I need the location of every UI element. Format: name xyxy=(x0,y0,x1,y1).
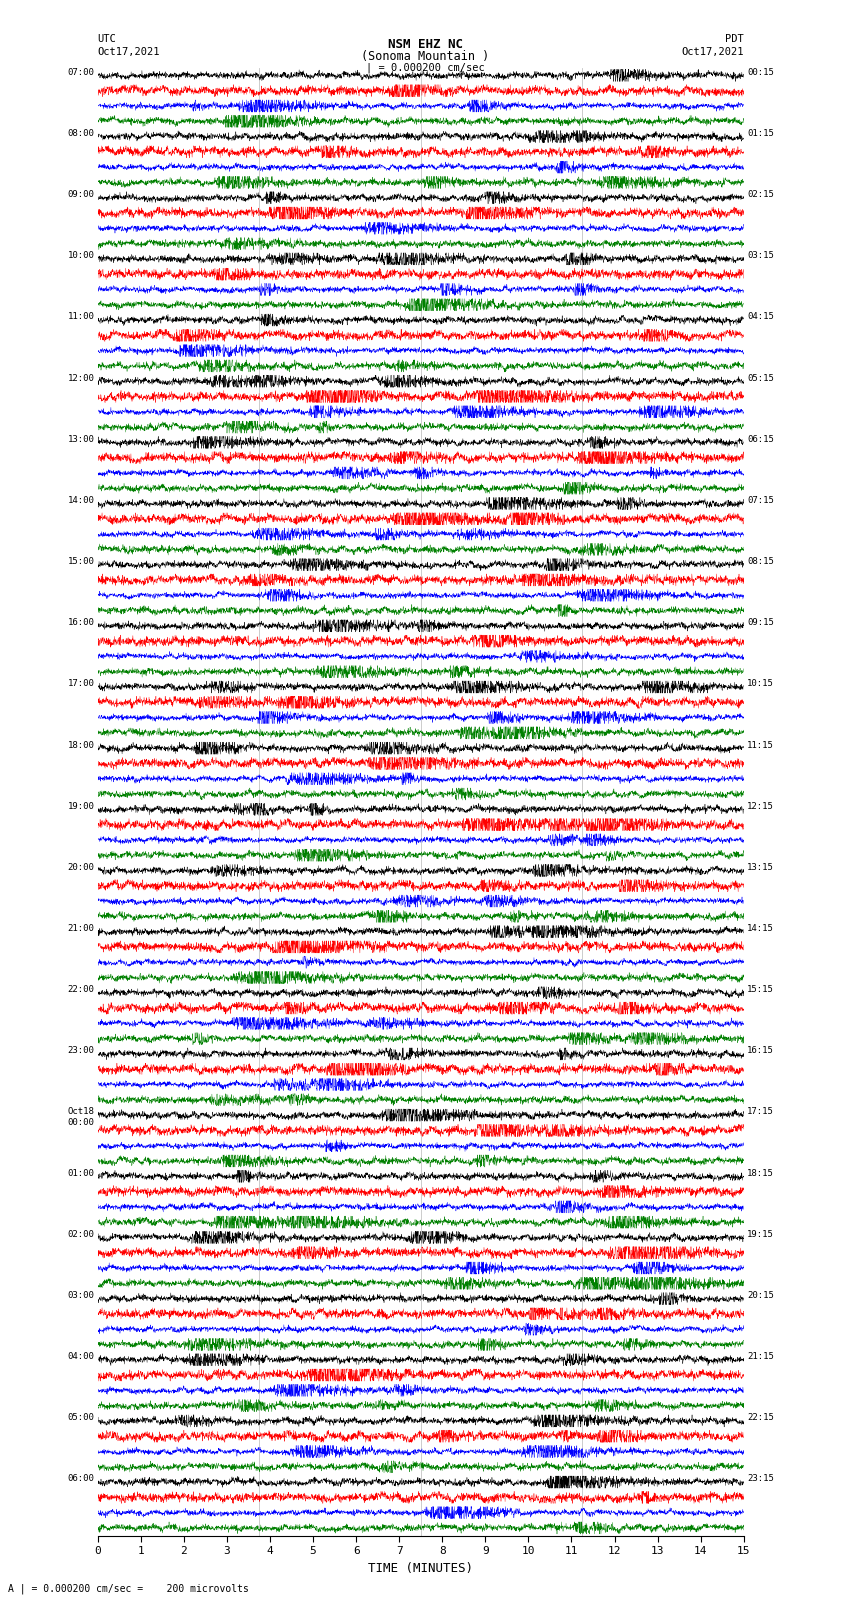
Text: 08:15: 08:15 xyxy=(747,556,774,566)
Text: 21:15: 21:15 xyxy=(747,1352,774,1361)
Text: 19:00: 19:00 xyxy=(68,802,94,811)
Text: 02:00: 02:00 xyxy=(68,1229,94,1239)
Text: 09:15: 09:15 xyxy=(747,618,774,627)
Text: 07:00: 07:00 xyxy=(68,68,94,77)
Text: | = 0.000200 cm/sec: | = 0.000200 cm/sec xyxy=(366,63,484,73)
Text: 16:15: 16:15 xyxy=(747,1047,774,1055)
Text: 16:00: 16:00 xyxy=(68,618,94,627)
Text: 02:15: 02:15 xyxy=(747,190,774,198)
Text: PDT: PDT xyxy=(725,34,744,44)
Text: 11:15: 11:15 xyxy=(747,740,774,750)
Text: 10:00: 10:00 xyxy=(68,252,94,260)
Text: 14:15: 14:15 xyxy=(747,924,774,932)
Text: 03:15: 03:15 xyxy=(747,252,774,260)
Text: 15:15: 15:15 xyxy=(747,986,774,994)
Text: 12:00: 12:00 xyxy=(68,374,94,382)
Text: NSM EHZ NC: NSM EHZ NC xyxy=(388,37,462,52)
Text: A | = 0.000200 cm/sec =    200 microvolts: A | = 0.000200 cm/sec = 200 microvolts xyxy=(8,1582,249,1594)
Text: Oct18
00:00: Oct18 00:00 xyxy=(68,1108,94,1127)
X-axis label: TIME (MINUTES): TIME (MINUTES) xyxy=(368,1561,473,1574)
Text: 08:00: 08:00 xyxy=(68,129,94,137)
Text: 20:15: 20:15 xyxy=(747,1290,774,1300)
Text: 09:00: 09:00 xyxy=(68,190,94,198)
Text: 10:15: 10:15 xyxy=(747,679,774,689)
Text: 07:15: 07:15 xyxy=(747,495,774,505)
Text: 15:00: 15:00 xyxy=(68,556,94,566)
Text: 04:00: 04:00 xyxy=(68,1352,94,1361)
Text: 23:00: 23:00 xyxy=(68,1047,94,1055)
Text: 13:15: 13:15 xyxy=(747,863,774,871)
Text: 22:00: 22:00 xyxy=(68,986,94,994)
Text: 20:00: 20:00 xyxy=(68,863,94,871)
Text: 14:00: 14:00 xyxy=(68,495,94,505)
Text: 05:00: 05:00 xyxy=(68,1413,94,1423)
Text: 05:15: 05:15 xyxy=(747,374,774,382)
Text: 18:15: 18:15 xyxy=(747,1168,774,1177)
Text: (Sonoma Mountain ): (Sonoma Mountain ) xyxy=(361,50,489,63)
Text: 06:00: 06:00 xyxy=(68,1474,94,1484)
Text: 12:15: 12:15 xyxy=(747,802,774,811)
Text: 01:15: 01:15 xyxy=(747,129,774,137)
Text: 18:00: 18:00 xyxy=(68,740,94,750)
Text: Oct17,2021: Oct17,2021 xyxy=(98,47,161,56)
Text: 19:15: 19:15 xyxy=(747,1229,774,1239)
Text: 06:15: 06:15 xyxy=(747,436,774,444)
Text: Oct17,2021: Oct17,2021 xyxy=(681,47,744,56)
Text: 22:15: 22:15 xyxy=(747,1413,774,1423)
Text: 13:00: 13:00 xyxy=(68,436,94,444)
Text: 00:15: 00:15 xyxy=(747,68,774,77)
Text: 03:00: 03:00 xyxy=(68,1290,94,1300)
Text: 17:15: 17:15 xyxy=(747,1108,774,1116)
Text: UTC: UTC xyxy=(98,34,116,44)
Text: 23:15: 23:15 xyxy=(747,1474,774,1484)
Text: 17:00: 17:00 xyxy=(68,679,94,689)
Text: 11:00: 11:00 xyxy=(68,313,94,321)
Text: 21:00: 21:00 xyxy=(68,924,94,932)
Text: 04:15: 04:15 xyxy=(747,313,774,321)
Text: 01:00: 01:00 xyxy=(68,1168,94,1177)
